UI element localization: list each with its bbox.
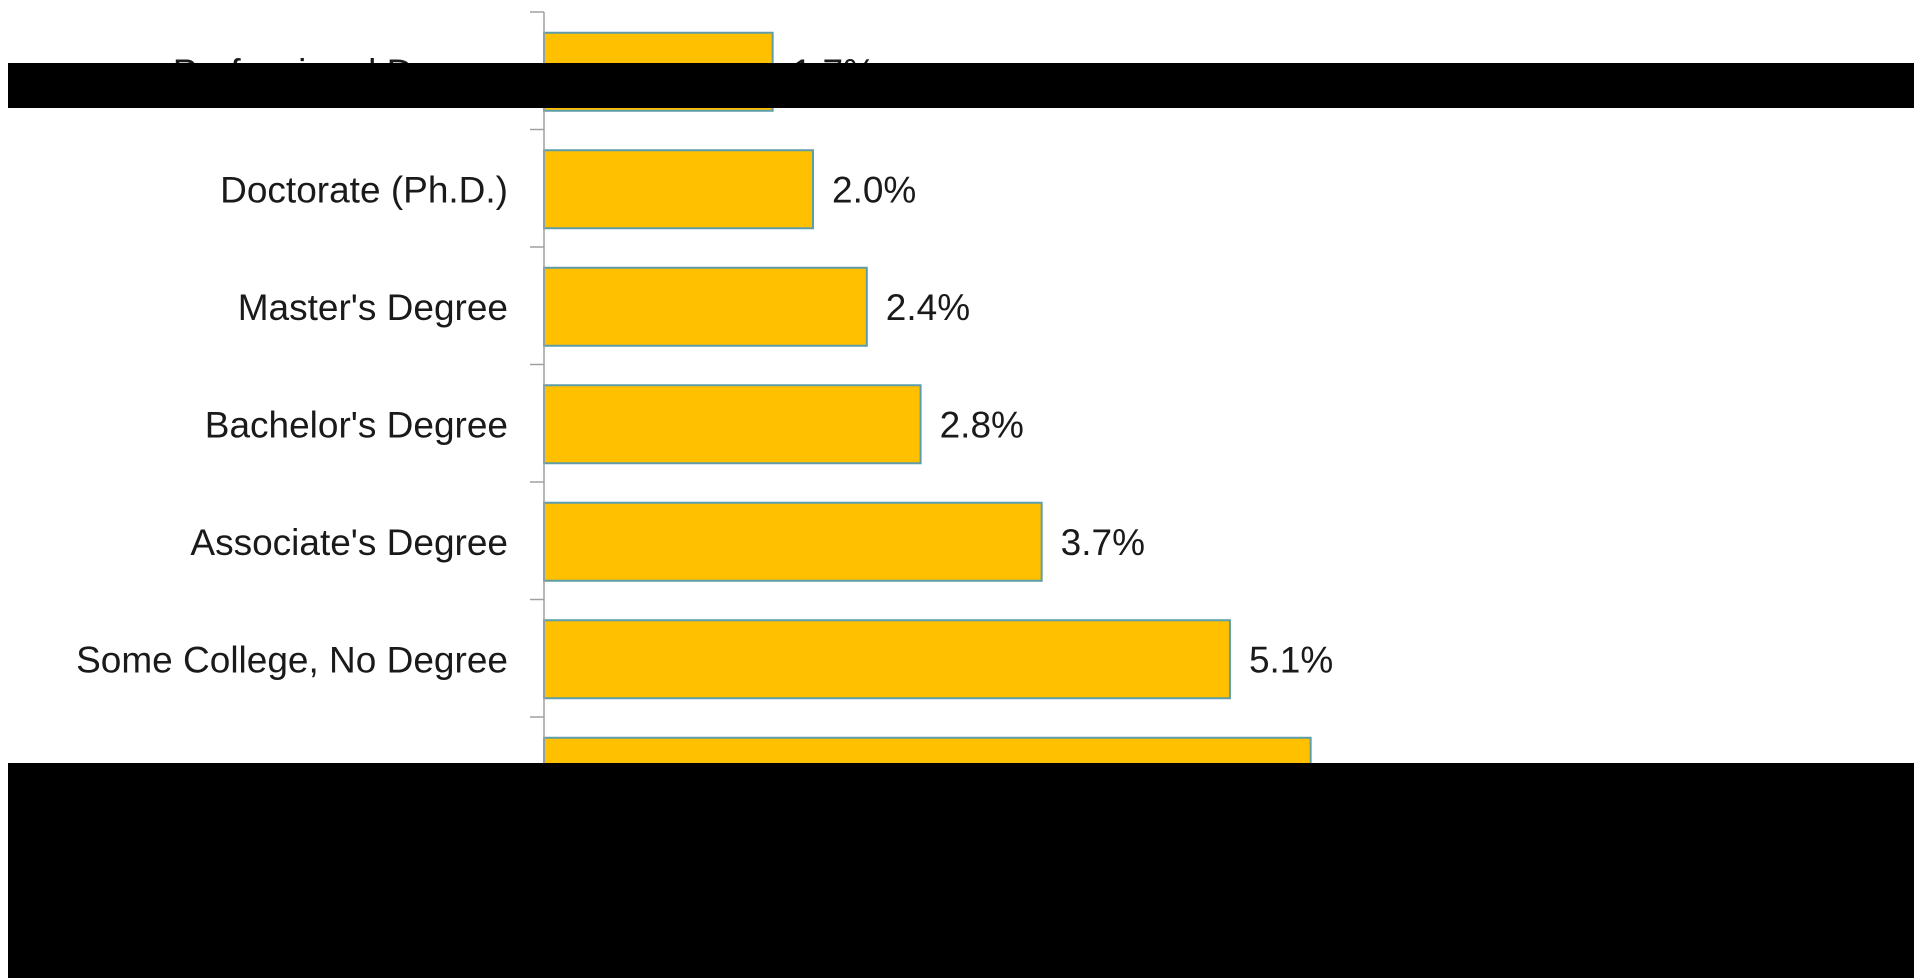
category-axis <box>530 11 545 836</box>
bars-layer <box>543 31 1312 817</box>
redaction-block-bottom <box>8 763 1914 978</box>
bar <box>543 149 814 230</box>
data-label: 5.1% <box>1249 639 1333 680</box>
bar <box>543 384 922 465</box>
bar <box>543 501 1043 582</box>
category-label: Bachelor's Degree <box>205 404 508 445</box>
category-label: Some College, No Degree <box>76 639 508 680</box>
category-label: Master's Degree <box>238 287 508 328</box>
data-label: 2.4% <box>886 287 970 328</box>
bar <box>543 266 868 347</box>
data-label: 2.0% <box>832 169 916 210</box>
category-label: Associate's Degree <box>190 522 508 563</box>
category-label: Doctorate (Ph.D.) <box>220 169 508 210</box>
data-label: 3.7% <box>1061 522 1145 563</box>
bar <box>543 619 1231 700</box>
data-label: 2.8% <box>940 404 1024 445</box>
redaction-bar-top <box>8 63 1914 108</box>
